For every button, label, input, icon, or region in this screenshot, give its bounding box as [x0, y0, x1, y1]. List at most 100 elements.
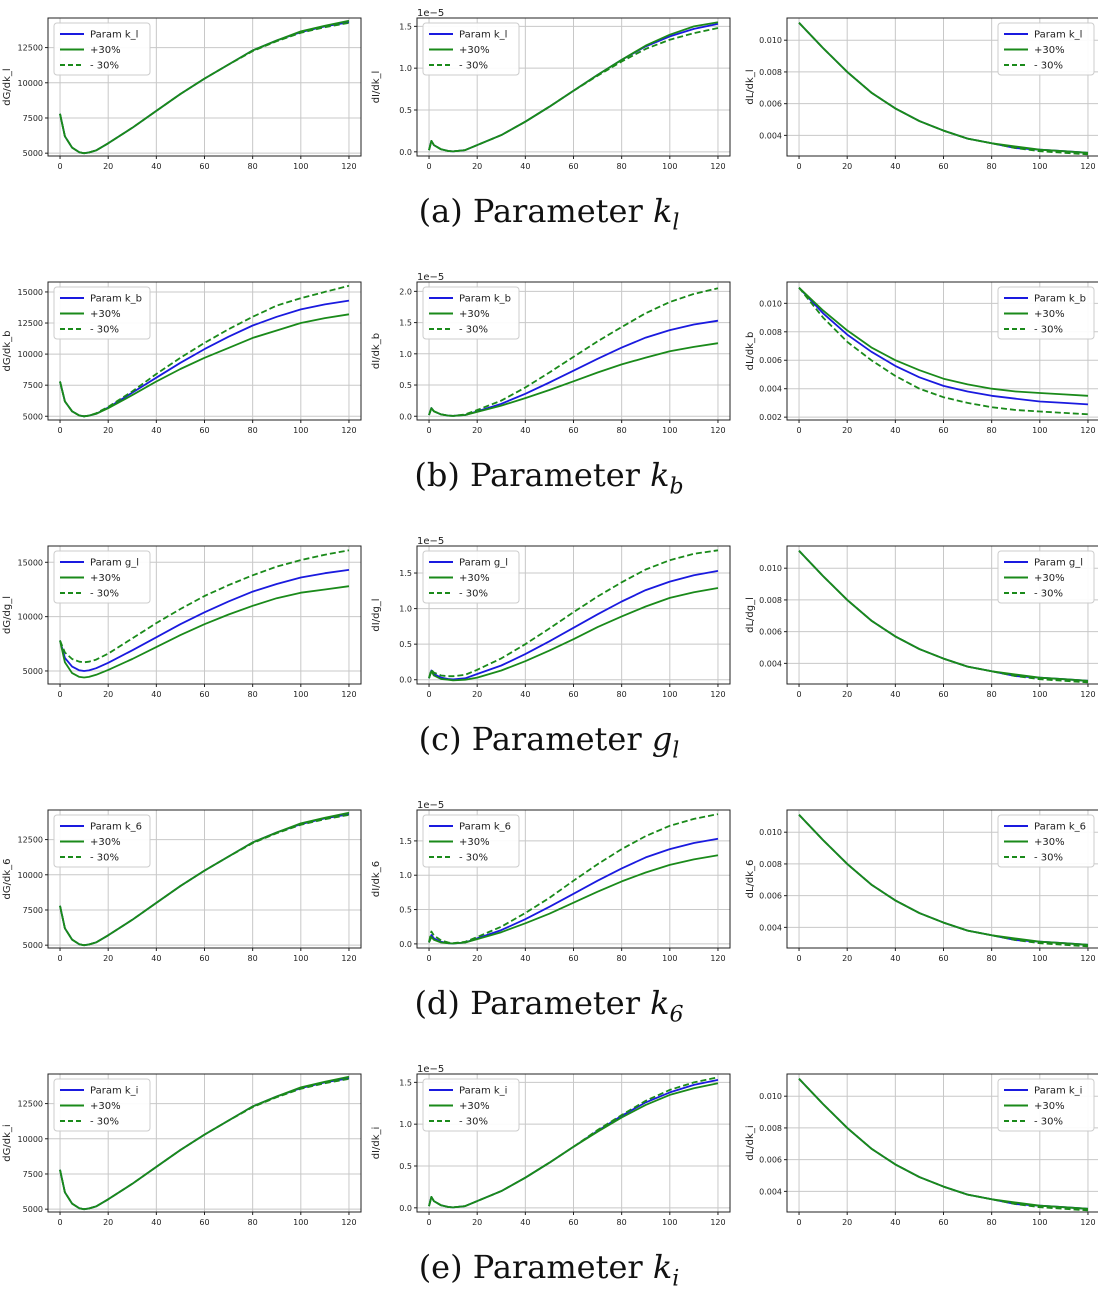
- legend-label: +30%: [1034, 837, 1065, 848]
- x-tick-label: 20: [472, 1218, 482, 1227]
- legend-label: - 30%: [90, 589, 119, 600]
- y-tick-label: 0.006: [759, 356, 782, 365]
- x-tick-label: 120: [710, 426, 725, 435]
- legend: [53, 22, 151, 76]
- x-tick-label: 60: [938, 162, 948, 171]
- caption-symbol-subscript: l: [672, 210, 680, 236]
- x-tick-label: 40: [151, 1218, 161, 1227]
- legend-label: Param k_l: [459, 30, 507, 41]
- series-line-1: [428, 854, 719, 945]
- legend-label: Param k_6: [90, 822, 142, 833]
- legend-label: - 30%: [1034, 325, 1063, 336]
- x-tick-label: 0: [796, 690, 801, 699]
- series-line-1: [428, 342, 719, 417]
- chart-row0-col0: 0 20 40 60 80 100 120 5000 7500 10000 12500 dG/dk_l…: [2, 17, 362, 171]
- x-tick-label: 120: [1080, 426, 1095, 435]
- y-tick-label: 0.004: [759, 923, 782, 932]
- x-tick-label: 100: [1032, 690, 1047, 699]
- caption-symbol: ki: [653, 1248, 679, 1291]
- x-tick-label: 0: [57, 690, 62, 699]
- x-tick-label: 100: [293, 1218, 308, 1227]
- series-line-2: [428, 1076, 719, 1209]
- y-tick-label: 0.006: [759, 628, 782, 637]
- subfigure-caption: (d) Parameter k6: [0, 984, 1098, 1027]
- y-tick-label: 0.004: [759, 659, 782, 668]
- legend-label: Param k_6: [459, 822, 511, 833]
- caption-prefix: (a) Parameter: [418, 192, 653, 230]
- chart-row3-col0: 0 20 40 60 80 100 120 5000 7500 10000 12500 dG/dk_6…: [2, 809, 362, 963]
- chart-row4-col2: 0 20 40 60 80 100 120 0.004 0.006 0.008 0.010 dL/dk…: [745, 1073, 1098, 1227]
- x-tick-label: 20: [842, 954, 852, 963]
- x-tick-label: 40: [890, 1218, 900, 1227]
- x-tick-label: 60: [938, 1218, 948, 1227]
- legend-label: - 30%: [90, 1117, 119, 1128]
- x-tick-label: 0: [426, 954, 431, 963]
- x-tick-label: 0: [426, 426, 431, 435]
- legend-label: Param k_6: [1034, 822, 1086, 833]
- legend-label: - 30%: [1034, 1117, 1063, 1128]
- legend-label: - 30%: [459, 325, 488, 336]
- x-tick-label: 40: [520, 1218, 530, 1227]
- x-tick-label: 40: [890, 954, 900, 963]
- y-tick-label: 0.002: [759, 413, 782, 422]
- y-tick-label: 5000: [23, 412, 43, 421]
- x-tick-label: 40: [520, 426, 530, 435]
- x-tick-label: 100: [1032, 954, 1047, 963]
- x-tick-label: 60: [568, 1218, 578, 1227]
- legend-label: +30%: [1034, 45, 1065, 56]
- x-tick-label: 20: [842, 162, 852, 171]
- x-tick-label: 60: [199, 162, 209, 171]
- x-tick-label: 100: [1032, 162, 1047, 171]
- y-axis-label: dG/dg_l: [2, 596, 13, 634]
- x-tick-label: 120: [710, 1218, 725, 1227]
- y-tick-label: 0.0: [399, 676, 412, 685]
- chart-row1-col2: 0 20 40 60 80 100 120 0.002 0.004 0.006 0.008 0.010…: [745, 281, 1098, 435]
- x-tick-label: 80: [248, 162, 258, 171]
- y-tick-label: 0.0: [399, 1204, 412, 1213]
- y-tick-label: 7500: [23, 114, 43, 123]
- legend-label: +30%: [90, 309, 121, 320]
- y-tick-label: 2.0: [399, 287, 412, 296]
- y-axis-label: dL/dg_l: [745, 597, 756, 633]
- y-tick-label: 1.5: [399, 569, 412, 578]
- x-tick-label: 20: [472, 162, 482, 171]
- series-line-2: [798, 287, 1089, 416]
- x-tick-label: 20: [842, 690, 852, 699]
- caption-symbol-base: k: [650, 456, 670, 494]
- legend-label: +30%: [459, 1101, 490, 1112]
- y-tick-label: 0.0: [399, 148, 412, 157]
- legend-label: Param g_l: [459, 558, 508, 569]
- x-tick-label: 20: [472, 426, 482, 435]
- caption-symbol-base: k: [650, 984, 670, 1022]
- y-tick-label: 15000: [18, 288, 43, 297]
- x-tick-label: 80: [987, 426, 997, 435]
- caption-symbol: gl: [652, 720, 680, 763]
- legend-label: +30%: [90, 573, 121, 584]
- subfigure-caption: (c) Parameter gl: [0, 720, 1098, 763]
- y-tick-label: 0.0: [399, 412, 412, 421]
- y-tick-label: 0.008: [759, 328, 782, 337]
- y-tick-label: 0.5: [399, 381, 412, 390]
- y-axis-label: dG/dk_6: [2, 859, 13, 900]
- caption-prefix: (e) Parameter: [418, 1248, 653, 1286]
- series-line-2: [59, 814, 350, 947]
- chart-row2-col1: 0 20 40 60 80 100 120 0.0 0.5 1.0 1.5 dI/dg_l 1e−5 Pa…: [371, 536, 731, 699]
- subfigure-caption: (b) Parameter kb: [0, 456, 1098, 499]
- caption-symbol: k6: [650, 984, 683, 1027]
- x-tick-label: 100: [1032, 426, 1047, 435]
- x-tick-label: 80: [617, 426, 627, 435]
- x-tick-label: 80: [617, 690, 627, 699]
- x-tick-label: 100: [293, 690, 308, 699]
- legend-label: +30%: [1034, 1101, 1065, 1112]
- legend-label: +30%: [459, 45, 490, 56]
- y-tick-label: 5000: [23, 1205, 43, 1214]
- x-tick-label: 100: [1032, 1218, 1047, 1227]
- x-tick-label: 80: [617, 162, 627, 171]
- x-tick-label: 120: [1080, 954, 1095, 963]
- x-tick-label: 0: [796, 954, 801, 963]
- series-line-0: [428, 570, 719, 681]
- x-tick-label: 40: [520, 162, 530, 171]
- chart-row3-col2: 0 20 40 60 80 100 120 0.004 0.006 0.008 0.010 dL/dk…: [745, 809, 1098, 963]
- y-tick-label: 0.010: [759, 299, 782, 308]
- series-line-2: [428, 813, 719, 945]
